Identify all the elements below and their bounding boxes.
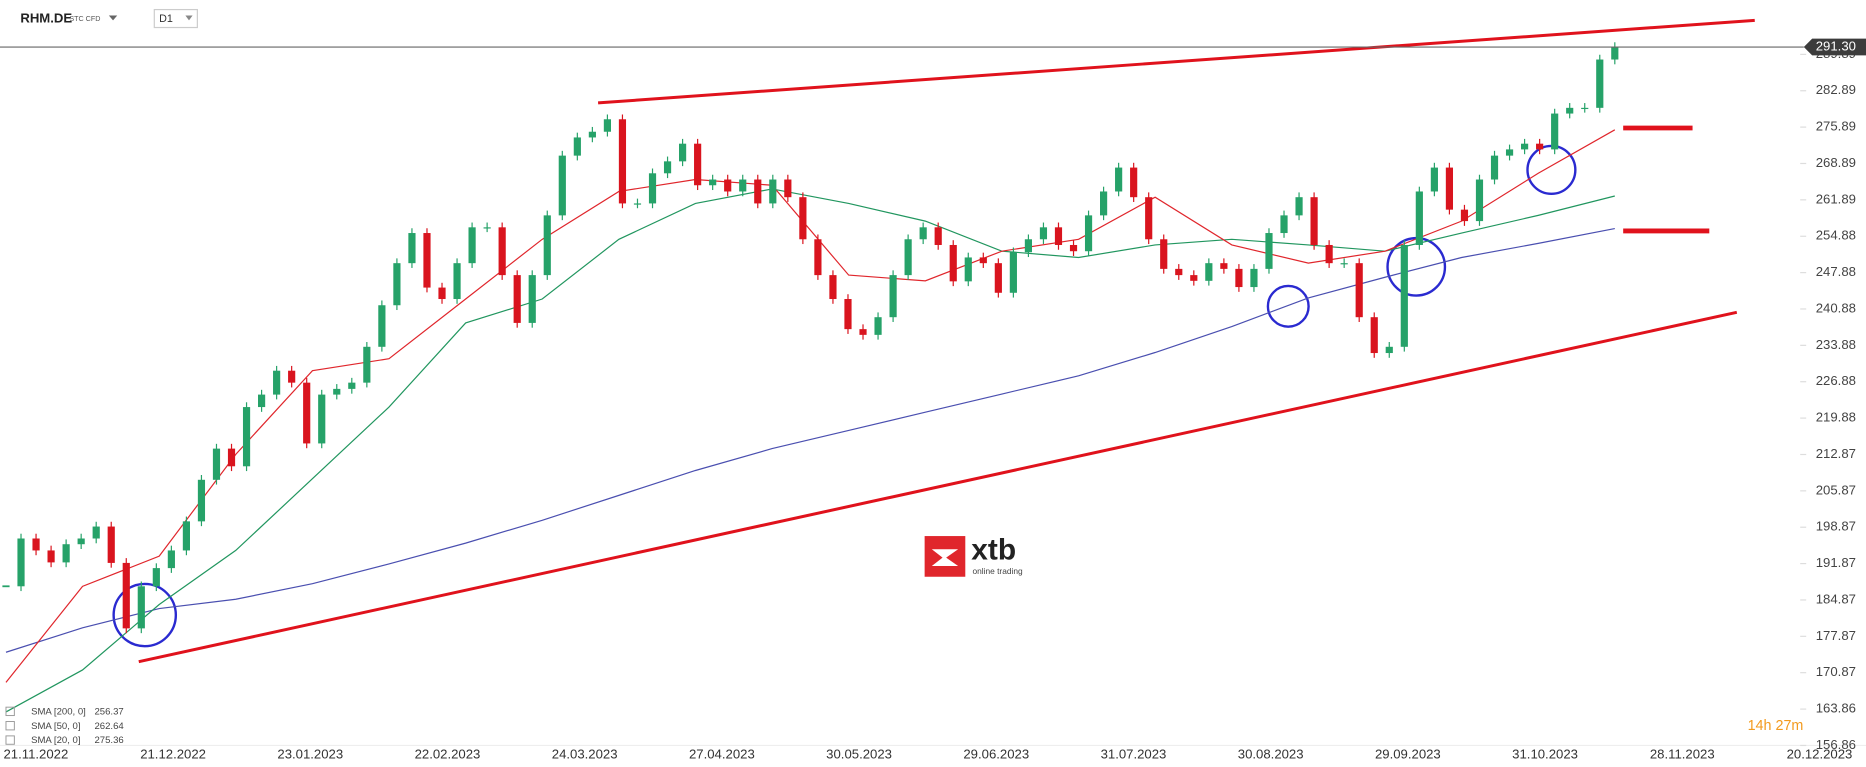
symbol[interactable]: RHM.DE xyxy=(20,11,72,26)
x-tick-label: 30.08.2023 xyxy=(1238,747,1304,762)
x-tick-label: 31.10.2023 xyxy=(1512,747,1578,762)
x-tick-label: 21.11.2022 xyxy=(3,747,68,762)
x-tick-label: 27.04.2023 xyxy=(689,747,755,762)
y-tick-label: 247.88 xyxy=(1816,264,1856,279)
y-tick-label: 177.87 xyxy=(1816,628,1856,643)
y-tick-label: 205.87 xyxy=(1816,482,1856,497)
legend-value: 256.37 xyxy=(94,706,123,717)
x-tick-label: 29.09.2023 xyxy=(1375,747,1441,762)
legend-name: SMA [50, 0] xyxy=(31,721,80,732)
symbol-dropdown[interactable] xyxy=(108,15,118,21)
legend-value: 262.64 xyxy=(94,721,124,732)
timer: 14h 27m xyxy=(1748,718,1804,734)
x-tick-label: 20.12.2023 xyxy=(1787,747,1853,762)
y-tick-label: 198.87 xyxy=(1816,519,1856,534)
x-tick-label: 29.06.2023 xyxy=(963,747,1029,762)
y-tick-label: 226.88 xyxy=(1816,373,1856,388)
moving-averages xyxy=(5,129,1616,713)
legend-value: 275.36 xyxy=(94,735,123,746)
x-tick-label: 23.01.2023 xyxy=(277,747,343,762)
y-tick-label: 184.87 xyxy=(1816,591,1856,606)
logo-subtitle: online trading xyxy=(972,566,1023,576)
sma-line xyxy=(5,188,1615,713)
sma-line xyxy=(5,227,1615,653)
upper-trendline xyxy=(597,18,1755,105)
legend-name: SMA [200, 0] xyxy=(31,706,86,717)
highlight-circle xyxy=(1526,144,1577,196)
x-tick-label: 21.12.2022 xyxy=(140,747,206,762)
y-tick-label: 268.89 xyxy=(1816,155,1856,170)
highlight-circle xyxy=(1266,284,1310,328)
y-tick-label: 240.88 xyxy=(1816,300,1856,315)
logo: xtb online trading xyxy=(924,534,1023,577)
instrument-type: STC CFD xyxy=(69,15,100,23)
y-tick-label: 261.89 xyxy=(1816,191,1856,206)
candles xyxy=(2,42,1619,634)
timeframe-box[interactable] xyxy=(153,8,198,29)
current-price-label: 291.30 xyxy=(1816,39,1856,54)
legend-icon xyxy=(5,721,15,731)
legend-icon xyxy=(5,735,15,745)
y-tick-label: 170.87 xyxy=(1816,664,1856,679)
legend-icon xyxy=(5,706,15,717)
annotations xyxy=(112,18,1755,664)
y-tick-label: 233.88 xyxy=(1816,337,1856,352)
x-tick-label: 24.03.2023 xyxy=(552,747,618,762)
sma-line xyxy=(5,129,1616,683)
timeframe[interactable]: D1 xyxy=(159,13,173,25)
x-tick-label: 22.02.2023 xyxy=(415,747,481,762)
lower-trendline xyxy=(138,310,1738,664)
y-tick-label: 254.88 xyxy=(1816,228,1856,243)
y-tick-label: 191.87 xyxy=(1816,555,1856,570)
x-tick-label: 30.05.2023 xyxy=(826,747,892,762)
y-tick-label: 212.87 xyxy=(1816,446,1856,461)
y-tick-label: 163.86 xyxy=(1816,701,1856,716)
y-tick-label: 219.88 xyxy=(1816,410,1856,425)
logo-icon xyxy=(931,549,959,566)
y-tick-label: 275.89 xyxy=(1816,119,1856,134)
x-tick-label: 31.07.2023 xyxy=(1101,747,1167,762)
x-tick-label: 28.11.2023 xyxy=(1650,747,1715,762)
timeframe-dropdown[interactable] xyxy=(185,15,193,21)
legend-name: SMA [20, 0] xyxy=(31,735,80,746)
highlight-circle xyxy=(112,582,178,648)
y-tick-label: 282.89 xyxy=(1816,82,1856,97)
current-price-badge xyxy=(1803,38,1866,56)
y-tick-label: 156.86 xyxy=(1816,737,1856,752)
logo-text: xtb xyxy=(971,534,1016,567)
